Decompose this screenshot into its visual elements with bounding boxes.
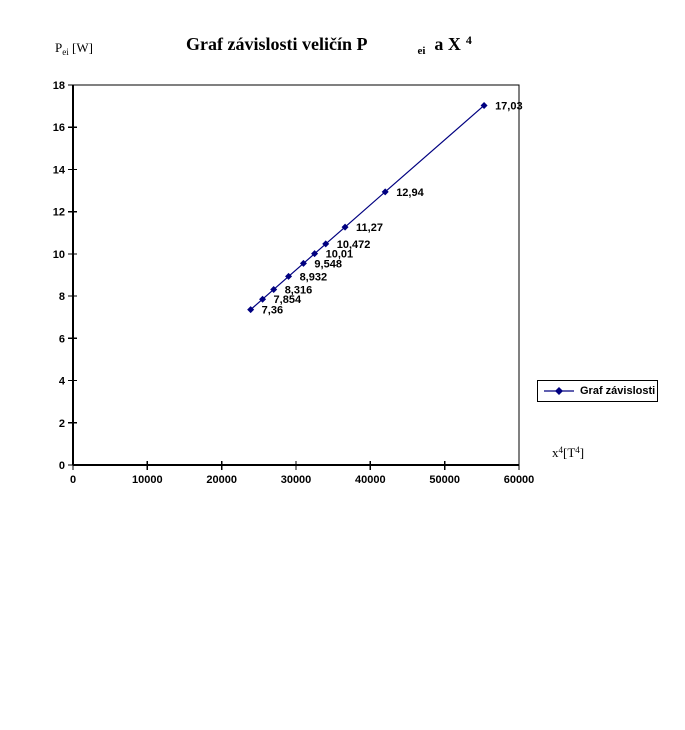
x-axis-title-superscript-2: 4: [575, 445, 580, 455]
chart-title-main: Graf závislosti veličín P: [186, 34, 368, 54]
x-axis-title: x4[T4]: [552, 445, 584, 461]
y-axis-tick-label: 8: [59, 291, 65, 303]
y-axis-title-base: P: [55, 40, 63, 55]
x-axis-tick-label: 10000: [132, 474, 163, 486]
data-point-label: 9,548: [314, 258, 342, 270]
data-point-label: 8,316: [285, 284, 313, 296]
data-point-label: 7,854: [274, 294, 302, 306]
chart-plot-area: 0 2 4 6 8 10 12 14 16 18 0 10000 20000 30000 40000 5000…: [53, 80, 535, 486]
y-axis-title-subscript: ei: [62, 47, 69, 57]
data-point-marker: [270, 285, 278, 293]
data-point-marker: [322, 240, 330, 248]
y-axis-tick-label: 4: [59, 376, 66, 388]
data-point-marker: [299, 259, 307, 267]
chart-title-mid: a X: [434, 34, 461, 54]
legend-series-label: Graf závislosti: [580, 385, 656, 397]
y-axis-tick-label: 6: [59, 333, 65, 345]
y-axis-tick-label: 0: [59, 460, 65, 472]
y-axis-tick-label: 18: [53, 80, 65, 92]
data-point-marker: [247, 306, 255, 314]
y-axis-title: Pei [W]: [55, 40, 93, 57]
data-point-label: 12,94: [396, 187, 424, 199]
data-point-marker: [311, 250, 319, 258]
y-axis-tick-label: 16: [53, 122, 65, 134]
data-point-marker: [259, 295, 267, 303]
data-point-marker: [341, 223, 349, 231]
data-point-label: 17,03: [495, 100, 523, 112]
y-axis-tick-label: 12: [53, 207, 65, 219]
y-axis-tick-label: 10: [53, 249, 65, 261]
x-axis-tick-label: 20000: [206, 474, 237, 486]
y-axis-title-units: [W]: [68, 40, 93, 55]
data-point-marker: [285, 272, 293, 280]
x-axis-title-superscript-1: 4: [558, 445, 564, 455]
chart-title-subscript: ei: [417, 45, 426, 57]
data-point-label: 11,27: [356, 222, 383, 234]
data-point-marker: [381, 188, 389, 196]
legend-diamond-icon: [555, 387, 563, 395]
y-axis-tick-label: 14: [53, 164, 66, 176]
chart-title: Graf závislosti veličín P ei a X 4: [186, 33, 472, 57]
series-line: [250, 105, 485, 311]
x-axis-tick-label: 0: [70, 474, 76, 486]
data-point-label: 8,932: [300, 271, 328, 283]
plot-border: [72, 84, 520, 466]
data-point-label: 7,36: [262, 305, 283, 317]
x-axis-tick-label: 50000: [429, 474, 460, 486]
x-axis-tick-label: 40000: [355, 474, 386, 486]
x-axis-tick-label: 30000: [281, 474, 312, 486]
x-axis-tick-label: 60000: [504, 474, 535, 486]
data-point-label: 10,01: [326, 249, 354, 261]
x-axis-title-units-open: [T: [563, 445, 576, 460]
data-point-label: 10,472: [337, 239, 371, 251]
legend-series-marker: [544, 387, 574, 395]
x-axis-title-base: x: [552, 445, 559, 460]
data-point-marker: [480, 101, 488, 109]
chart-title-superscript: 4: [465, 33, 472, 47]
y-axis-tick-label: 2: [59, 418, 65, 430]
legend-box: Graf závislosti: [537, 380, 658, 402]
x-axis-title-units-close: ]: [579, 445, 585, 460]
